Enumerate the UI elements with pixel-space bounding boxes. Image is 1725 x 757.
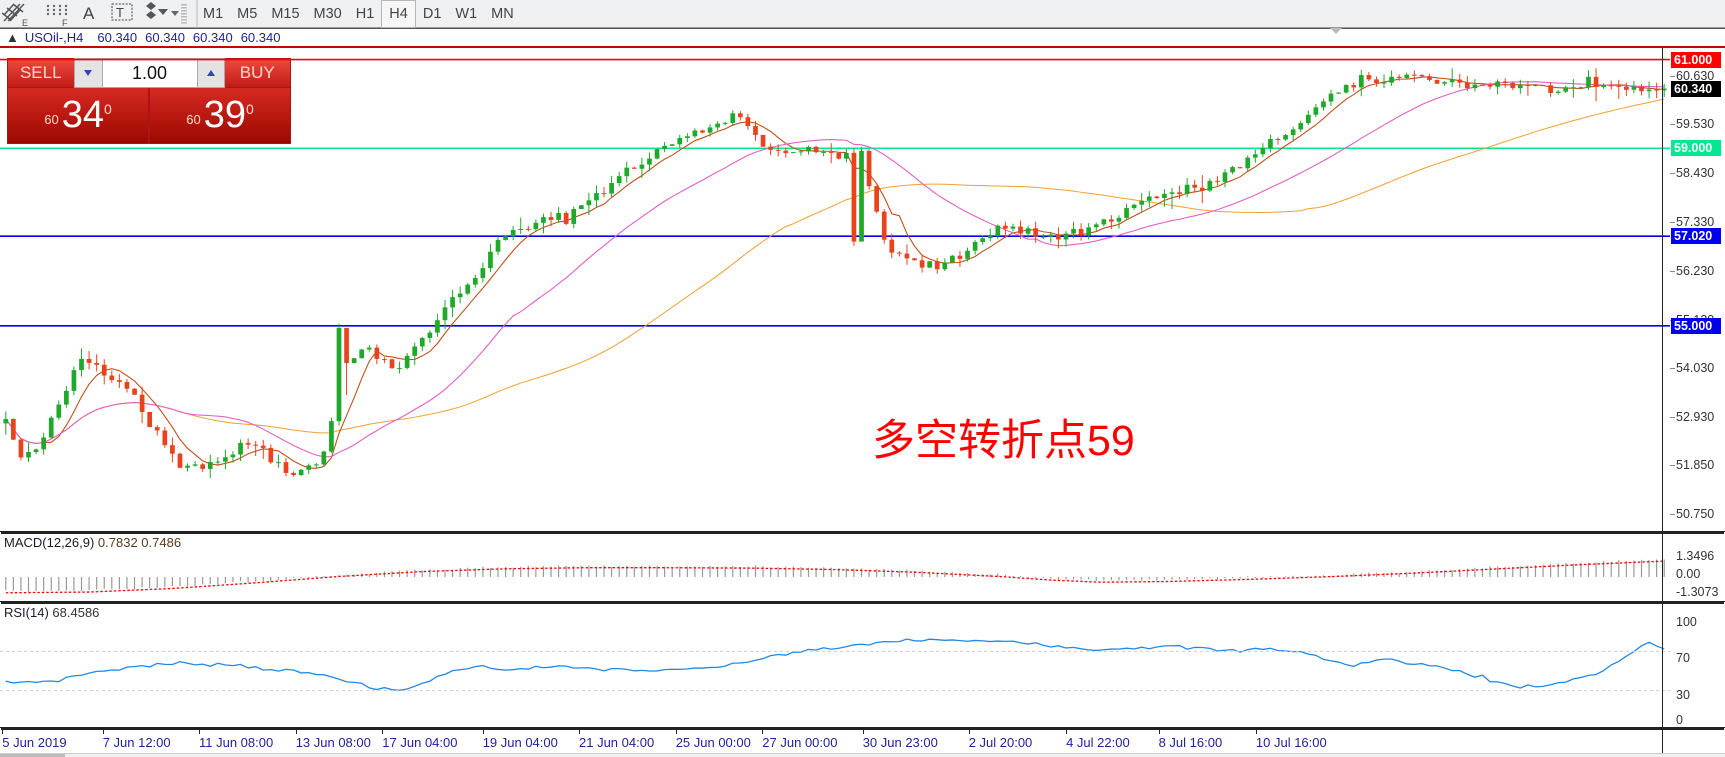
svg-text:F: F xyxy=(62,18,68,28)
svg-text:A: A xyxy=(83,4,95,23)
svg-text:T: T xyxy=(116,5,124,20)
svg-text:E: E xyxy=(22,18,28,28)
